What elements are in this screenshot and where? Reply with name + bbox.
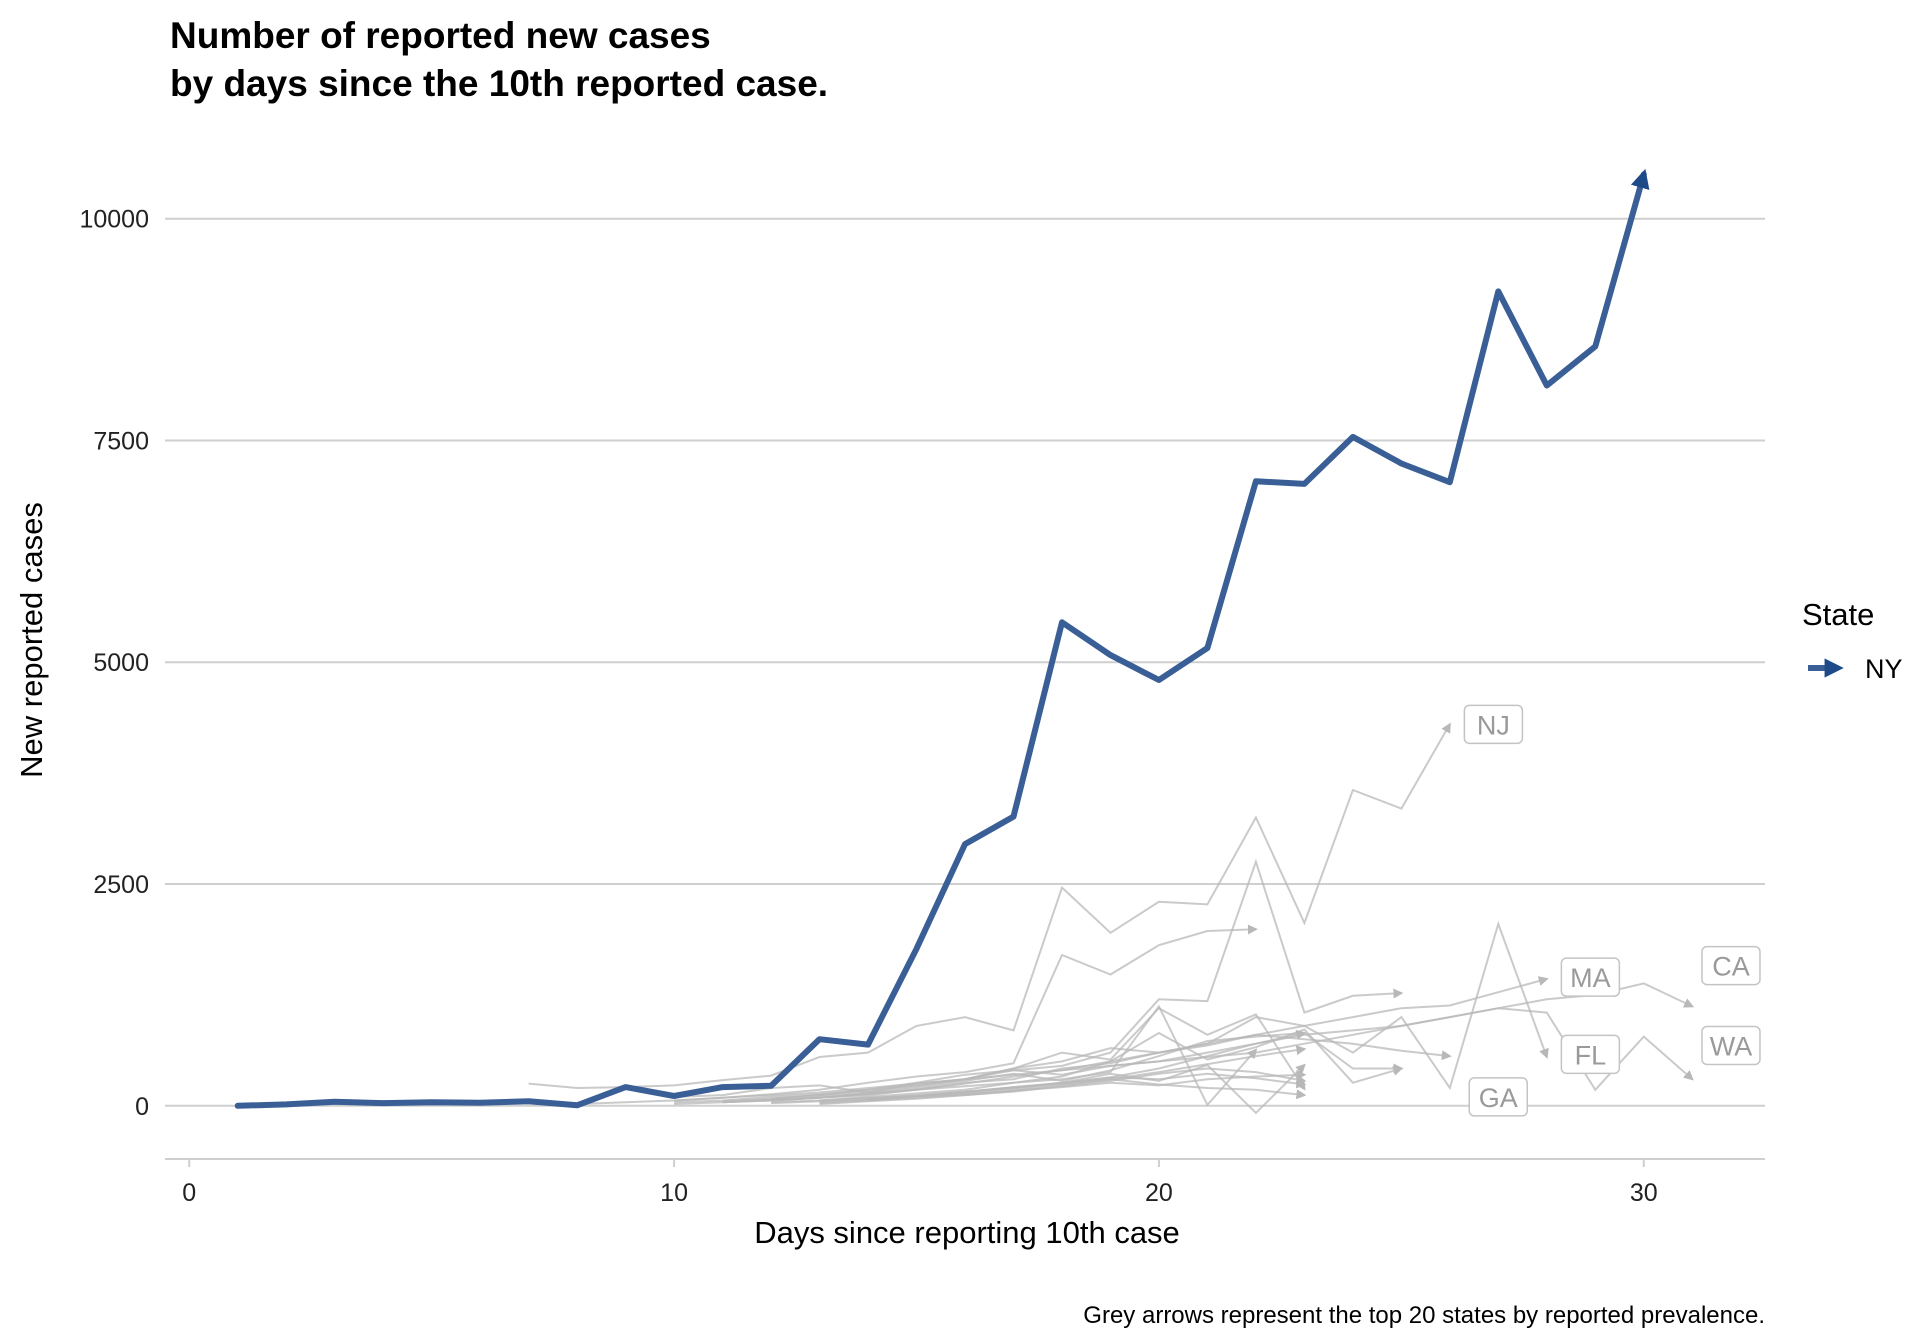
highlight-series-group	[234, 168, 1650, 1109]
x-tick-label: 0	[182, 1179, 196, 1207]
grey-series-line-6	[771, 858, 1404, 1100]
state-label-box	[1701, 945, 1761, 986]
state-label-text: NJ	[1477, 710, 1510, 740]
state-label-box	[1463, 704, 1524, 745]
x-tick-label: 20	[1145, 1179, 1173, 1207]
state-label-fl: FL	[1560, 1034, 1621, 1075]
grey-series-line-16	[722, 1004, 1258, 1107]
grey-series-line-7	[674, 924, 1258, 1102]
chart-title-line-1: Number of reported new cases	[170, 15, 711, 56]
legend: State NY	[1802, 597, 1903, 684]
state-label-text: FL	[1575, 1040, 1607, 1070]
legend-label-ny: NY	[1865, 654, 1903, 684]
grey-series-group	[528, 722, 1695, 1115]
state-label-ca: CA	[1701, 945, 1761, 986]
x-tick-label: 10	[660, 1179, 688, 1207]
state-label-nj: NJ	[1463, 704, 1524, 745]
x-axis-title: Days since reporting 10th case	[754, 1215, 1180, 1250]
y-tick-label: 2500	[93, 871, 149, 899]
y-ticks: 0 2500 5000 7500 10000	[79, 206, 149, 1121]
y-tick-label: 0	[135, 1093, 149, 1121]
state-label-text: GA	[1479, 1083, 1518, 1113]
state-label-box	[1560, 957, 1621, 997]
state-label-ga: GA	[1468, 1077, 1528, 1117]
x-tick-label: 30	[1630, 1179, 1658, 1207]
state-label-wa: WA	[1701, 1025, 1761, 1066]
y-tick-label: 5000	[93, 649, 149, 677]
gridlines	[165, 217, 1765, 1107]
legend-title: State	[1802, 597, 1874, 632]
state-label-text: CA	[1712, 952, 1750, 982]
state-label-text: MA	[1570, 963, 1611, 993]
chart-caption: Grey arrows represent the top 20 states …	[1083, 1302, 1765, 1329]
x-ticks: 0 10 20 30	[182, 1159, 1658, 1207]
state-label-text: WA	[1710, 1031, 1753, 1061]
state-label-ma: MA	[1560, 957, 1621, 997]
grey-series-line-14	[819, 1078, 1307, 1105]
state-label-box	[1701, 1025, 1761, 1066]
y-tick-label: 7500	[93, 427, 149, 455]
ny-series-line	[234, 168, 1650, 1109]
state-label-box	[1468, 1077, 1528, 1117]
state-labels-group: NJ MA CA FL WA GA	[1463, 704, 1761, 1117]
grey-series-line-8	[722, 1006, 1306, 1103]
y-axis-title: New reported cases	[14, 502, 49, 778]
state-label-box	[1560, 1034, 1621, 1075]
y-tick-label: 10000	[79, 206, 149, 234]
grey-series-line-fl	[674, 920, 1549, 1104]
grey-series-line-nj	[528, 722, 1451, 1090]
chart-title-line-2: by days since the 10th reported case.	[170, 63, 828, 104]
grey-series-line-18	[867, 1045, 1307, 1102]
grey-series-line-wa	[674, 1007, 1694, 1098]
grey-series-line-10	[819, 1028, 1404, 1102]
